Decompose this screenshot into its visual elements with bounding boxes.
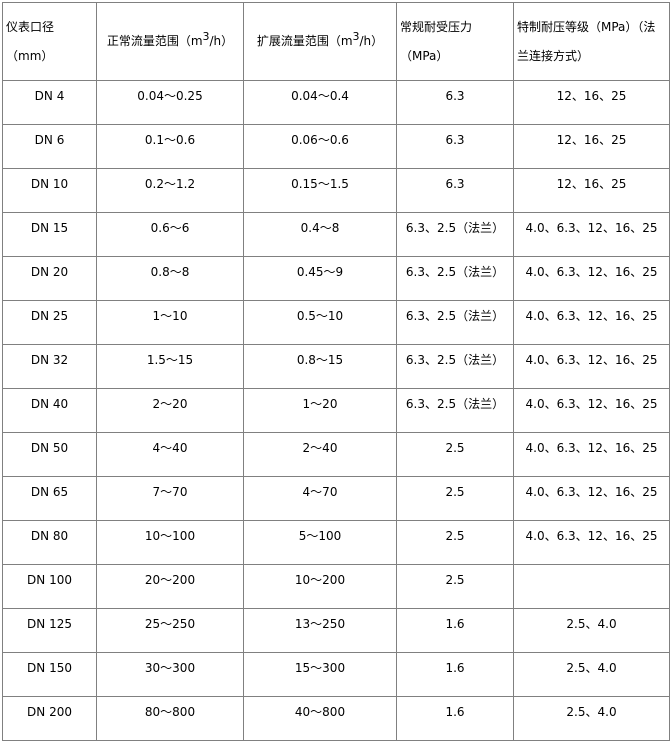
- cell-special-pressure: 4.0、6.3、12、16、25: [513, 476, 670, 521]
- cell-normal-flow: 10～100: [96, 520, 244, 565]
- table-row: DN 200 80～800 40～800 1.6 2.5、4.0: [2, 696, 670, 741]
- table-row: DN 50 4～40 2～40 2.5 4.0、6.3、12、16、25: [2, 432, 670, 477]
- cell-extended-flow: 4～70: [243, 476, 397, 521]
- cell-pressure: 6.3、2.5（法兰）: [396, 300, 514, 345]
- header-normal-flow: 正常流量范围（m3/h）: [96, 2, 244, 81]
- cell-pressure: 6.3、2.5（法兰）: [396, 388, 514, 433]
- cell-pressure: 2.5: [396, 432, 514, 477]
- cell-extended-flow: 0.04～0.4: [243, 80, 397, 125]
- cell-normal-flow: 80～800: [96, 696, 244, 741]
- cell-size: DN 40: [2, 388, 97, 433]
- cell-normal-flow: 0.6～6: [96, 212, 244, 257]
- cell-normal-flow: 2～20: [96, 388, 244, 433]
- header-size: 仪表口径（mm）: [2, 2, 97, 81]
- table-row: DN 10 0.2～1.2 0.15～1.5 6.3 12、16、25: [2, 168, 670, 213]
- cell-normal-flow: 1～10: [96, 300, 244, 345]
- cell-extended-flow: 0.8～15: [243, 344, 397, 389]
- cell-size: DN 32: [2, 344, 97, 389]
- header-extended-flow: 扩展流量范围（m3/h）: [243, 2, 397, 81]
- cell-size: DN 4: [2, 80, 97, 125]
- table-row: DN 100 20～200 10～200 2.5: [2, 564, 670, 609]
- cell-special-pressure: 2.5、4.0: [513, 608, 670, 653]
- cell-size: DN 25: [2, 300, 97, 345]
- cell-special-pressure: 4.0、6.3、12、16、25: [513, 256, 670, 301]
- cell-extended-flow: 13～250: [243, 608, 397, 653]
- cell-normal-flow: 0.1～0.6: [96, 124, 244, 169]
- cell-normal-flow: 7～70: [96, 476, 244, 521]
- cell-special-pressure: 2.5、4.0: [513, 652, 670, 697]
- cell-pressure: 6.3: [396, 168, 514, 213]
- cell-extended-flow: 0.15～1.5: [243, 168, 397, 213]
- cell-size: DN 65: [2, 476, 97, 521]
- cell-size: DN 15: [2, 212, 97, 257]
- cell-size: DN 100: [2, 564, 97, 609]
- header-pressure: 常规耐受压力（MPa）: [396, 2, 514, 81]
- cell-size: DN 150: [2, 652, 97, 697]
- table-row: DN 80 10～100 5～100 2.5 4.0、6.3、12、16、25: [2, 520, 670, 565]
- cell-size: DN 50: [2, 432, 97, 477]
- cell-pressure: 6.3、2.5（法兰）: [396, 344, 514, 389]
- cell-normal-flow: 25～250: [96, 608, 244, 653]
- cell-special-pressure: 12、16、25: [513, 80, 670, 125]
- cell-special-pressure: 4.0、6.3、12、16、25: [513, 432, 670, 477]
- cell-pressure: 6.3、2.5（法兰）: [396, 212, 514, 257]
- table-row: DN 15 0.6～6 0.4～8 6.3、2.5（法兰） 4.0、6.3、12、16、…: [2, 212, 670, 257]
- cell-normal-flow: 0.8～8: [96, 256, 244, 301]
- cell-size: DN 10: [2, 168, 97, 213]
- cell-extended-flow: 10～200: [243, 564, 397, 609]
- cell-pressure: 1.6: [396, 696, 514, 741]
- cell-size: DN 125: [2, 608, 97, 653]
- table-row: DN 25 1～10 0.5～10 6.3、2.5（法兰） 4.0、6.3、12、16、…: [2, 300, 670, 345]
- table-row: DN 6 0.1～0.6 0.06～0.6 6.3 12、16、25: [2, 124, 670, 169]
- cell-extended-flow: 40～800: [243, 696, 397, 741]
- table-row: DN 65 7～70 4～70 2.5 4.0、6.3、12、16、25: [2, 476, 670, 521]
- cell-special-pressure: 2.5、4.0: [513, 696, 670, 741]
- cell-extended-flow: 0.45～9: [243, 256, 397, 301]
- cell-special-pressure: 4.0、6.3、12、16、25: [513, 212, 670, 257]
- cell-special-pressure: 4.0、6.3、12、16、25: [513, 388, 670, 433]
- cell-normal-flow: 0.04～0.25: [96, 80, 244, 125]
- cell-special-pressure: 4.0、6.3、12、16、25: [513, 344, 670, 389]
- cell-special-pressure: [513, 564, 670, 609]
- cell-pressure: 6.3: [396, 124, 514, 169]
- cell-size: DN 6: [2, 124, 97, 169]
- table-row: DN 150 30～300 15～300 1.6 2.5、4.0: [2, 652, 670, 697]
- cell-special-pressure: 12、16、25: [513, 124, 670, 169]
- cell-pressure: 6.3: [396, 80, 514, 125]
- cell-normal-flow: 1.5～15: [96, 344, 244, 389]
- cell-extended-flow: 1～20: [243, 388, 397, 433]
- cell-extended-flow: 15～300: [243, 652, 397, 697]
- cell-pressure: 2.5: [396, 476, 514, 521]
- table-row: DN 4 0.04～0.25 0.04～0.4 6.3 12、16、25: [2, 80, 670, 125]
- cell-extended-flow: 0.06～0.6: [243, 124, 397, 169]
- cell-special-pressure: 4.0、6.3、12、16、25: [513, 300, 670, 345]
- cell-normal-flow: 4～40: [96, 432, 244, 477]
- cell-normal-flow: 30～300: [96, 652, 244, 697]
- table-row: DN 32 1.5～15 0.8～15 6.3、2.5（法兰） 4.0、6.3、12、1…: [2, 344, 670, 389]
- cell-size: DN 20: [2, 256, 97, 301]
- cell-special-pressure: 4.0、6.3、12、16、25: [513, 520, 670, 565]
- header-special-pressure: 特制耐压等级（MPa）（法兰连接方式）: [513, 2, 670, 81]
- table-row: DN 20 0.8～8 0.45～9 6.3、2.5（法兰） 4.0、6.3、12、16…: [2, 256, 670, 301]
- cell-pressure: 2.5: [396, 520, 514, 565]
- cell-extended-flow: 5～100: [243, 520, 397, 565]
- header-row: 仪表口径（mm） 正常流量范围（m3/h） 扩展流量范围（m3/h） 常规耐受压…: [2, 2, 670, 81]
- cell-extended-flow: 2～40: [243, 432, 397, 477]
- cell-special-pressure: 12、16、25: [513, 168, 670, 213]
- cell-size: DN 200: [2, 696, 97, 741]
- cell-size: DN 80: [2, 520, 97, 565]
- cell-extended-flow: 0.4～8: [243, 212, 397, 257]
- cell-pressure: 1.6: [396, 608, 514, 653]
- cell-pressure: 6.3、2.5（法兰）: [396, 256, 514, 301]
- table-row: DN 40 2～20 1～20 6.3、2.5（法兰） 4.0、6.3、12、16、25: [2, 388, 670, 433]
- cell-pressure: 1.6: [396, 652, 514, 697]
- cell-extended-flow: 0.5～10: [243, 300, 397, 345]
- cell-pressure: 2.5: [396, 564, 514, 609]
- table-row: DN 125 25～250 13～250 1.6 2.5、4.0: [2, 608, 670, 653]
- cell-normal-flow: 20～200: [96, 564, 244, 609]
- cell-normal-flow: 0.2～1.2: [96, 168, 244, 213]
